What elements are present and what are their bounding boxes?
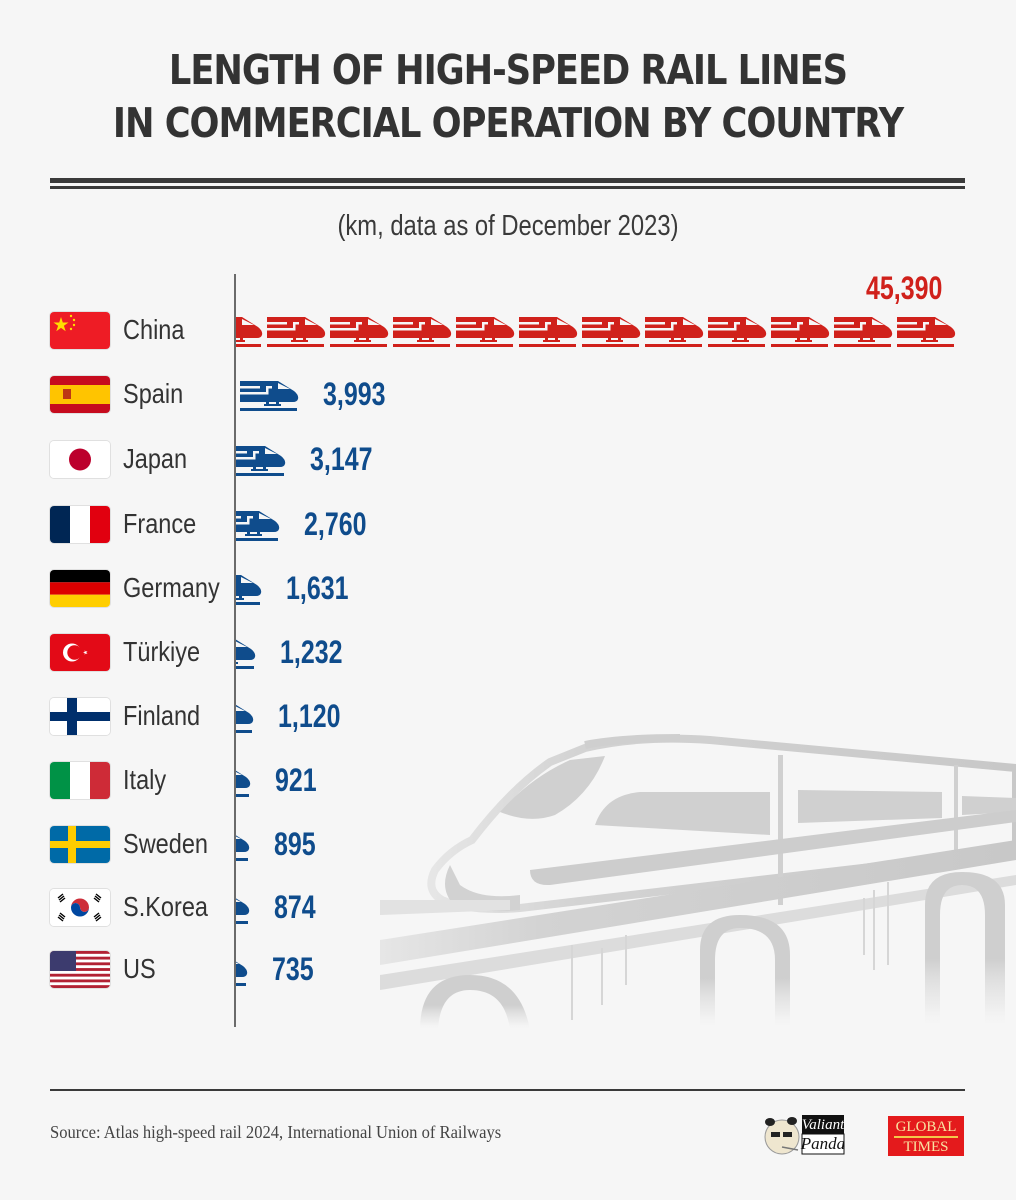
value-label: 735 xyxy=(272,951,314,987)
chart-row-sweden: Sweden 895 xyxy=(0,824,1016,864)
chart-title-line1: LENGTH OF HIGH-SPEED RAIL LINES xyxy=(168,46,848,94)
value-label: 921 xyxy=(275,762,317,798)
chart-axis-line xyxy=(234,274,236,1027)
country-label: Germany xyxy=(123,572,220,603)
pictogram-bar xyxy=(236,508,280,542)
country-label: S.Korea xyxy=(123,891,208,922)
valiant-panda-logo: Valiant Panda xyxy=(764,1115,845,1155)
train-icon xyxy=(771,317,830,347)
train-icon xyxy=(267,317,326,347)
chart-row-china: China 45,390 xyxy=(0,270,1016,350)
train-icon xyxy=(456,317,515,347)
country-label: Italy xyxy=(123,764,167,795)
train-icon xyxy=(236,704,254,733)
sweden-flag-icon xyxy=(50,826,110,863)
pictogram-bar xyxy=(236,764,251,798)
chart-row-us: US 735 xyxy=(0,949,1016,989)
value-label: 1,120 xyxy=(278,698,341,734)
pictogram-bar xyxy=(236,953,248,987)
train-icon xyxy=(236,446,286,476)
us-flag-icon xyxy=(50,951,110,988)
turkiye-flag-icon xyxy=(50,634,110,671)
country-label: China xyxy=(123,314,185,345)
pictogram-bar xyxy=(236,314,956,348)
global-times-logo-rule xyxy=(894,1136,958,1138)
train-icon xyxy=(236,639,256,669)
france-flag-icon xyxy=(50,506,110,543)
train-icon xyxy=(236,770,251,797)
value-label: 3,993 xyxy=(323,376,386,412)
chart-subtitle: (km, data as of December 2023) xyxy=(337,210,679,242)
global-times-logo-line1: GLOBAL xyxy=(895,1119,957,1135)
value-label: 3,147 xyxy=(310,441,373,477)
japan-flag-icon xyxy=(50,441,110,478)
chart-row-france: France 2,760 xyxy=(0,504,1016,544)
train-icon xyxy=(236,835,250,861)
train-icon xyxy=(645,317,704,347)
italy-flag-icon xyxy=(50,762,110,799)
country-label: France xyxy=(123,508,197,539)
finland-flag-icon xyxy=(50,698,110,735)
china-flag-icon xyxy=(50,312,110,349)
train-icon xyxy=(897,317,956,347)
global-times-logo: GLOBAL TIMES xyxy=(888,1116,964,1156)
train-icon xyxy=(236,511,280,541)
value-label: 895 xyxy=(274,826,316,862)
train-icon xyxy=(834,317,893,347)
chart-row-skorea: S.Korea 874 xyxy=(0,887,1016,927)
value-label: 45,390 xyxy=(866,270,943,306)
background-train-illustration xyxy=(380,734,1016,1030)
country-label: Türkiye xyxy=(123,636,201,667)
value-label: 1,232 xyxy=(280,634,343,670)
value-label: 1,631 xyxy=(286,570,349,606)
chart-row-spain: Spain 3,993 xyxy=(0,374,1016,414)
value-label: 2,760 xyxy=(304,506,367,542)
train-icon xyxy=(393,317,452,347)
pictogram-bar xyxy=(236,891,250,925)
chart-title-line2: IN COMMERCIAL OPERATION BY COUNTRY xyxy=(112,99,904,147)
chart-row-germany: Germany 1,631 xyxy=(0,568,1016,608)
pictogram-bar xyxy=(236,700,254,734)
title-divider-thin xyxy=(50,186,965,189)
germany-flag-icon xyxy=(50,570,110,607)
country-label: Spain xyxy=(123,378,184,409)
pictogram-bar xyxy=(236,378,299,412)
train-icon xyxy=(236,961,248,986)
country-label: Finland xyxy=(123,700,201,731)
source-note: Source: Atlas high-speed rail 2024, Inte… xyxy=(50,1122,502,1142)
south-korea-flag-icon xyxy=(50,889,110,926)
country-label: Japan xyxy=(123,443,188,474)
country-label: US xyxy=(123,953,156,984)
train-icon xyxy=(236,898,250,924)
pictogram-bar xyxy=(236,443,286,477)
svg-text:Valiant: Valiant xyxy=(802,1117,845,1133)
train-icon xyxy=(708,317,767,347)
train-icon xyxy=(236,317,263,347)
title-divider-thick xyxy=(50,178,965,183)
svg-text:Panda: Panda xyxy=(800,1134,845,1153)
chart-row-japan: Japan 3,147 xyxy=(0,439,1016,479)
value-label: 874 xyxy=(274,889,316,925)
pictogram-bar xyxy=(236,636,256,670)
train-icon xyxy=(236,575,262,605)
train-icon xyxy=(519,317,578,347)
chart-row-italy: Italy 921 xyxy=(0,760,1016,800)
train-icon xyxy=(240,381,299,411)
country-label: Sweden xyxy=(123,828,208,859)
chart-row-trkiye: Türkiye 1,232 xyxy=(0,632,1016,672)
global-times-logo-line2: TIMES xyxy=(903,1139,949,1155)
footer-divider xyxy=(50,1089,965,1091)
spain-flag-icon xyxy=(50,376,110,413)
train-icon xyxy=(330,317,389,347)
pictogram-bar xyxy=(236,572,262,606)
chart-row-finland: Finland 1,120 xyxy=(0,696,1016,736)
pictogram-bar xyxy=(236,828,250,862)
train-icon xyxy=(582,317,641,347)
